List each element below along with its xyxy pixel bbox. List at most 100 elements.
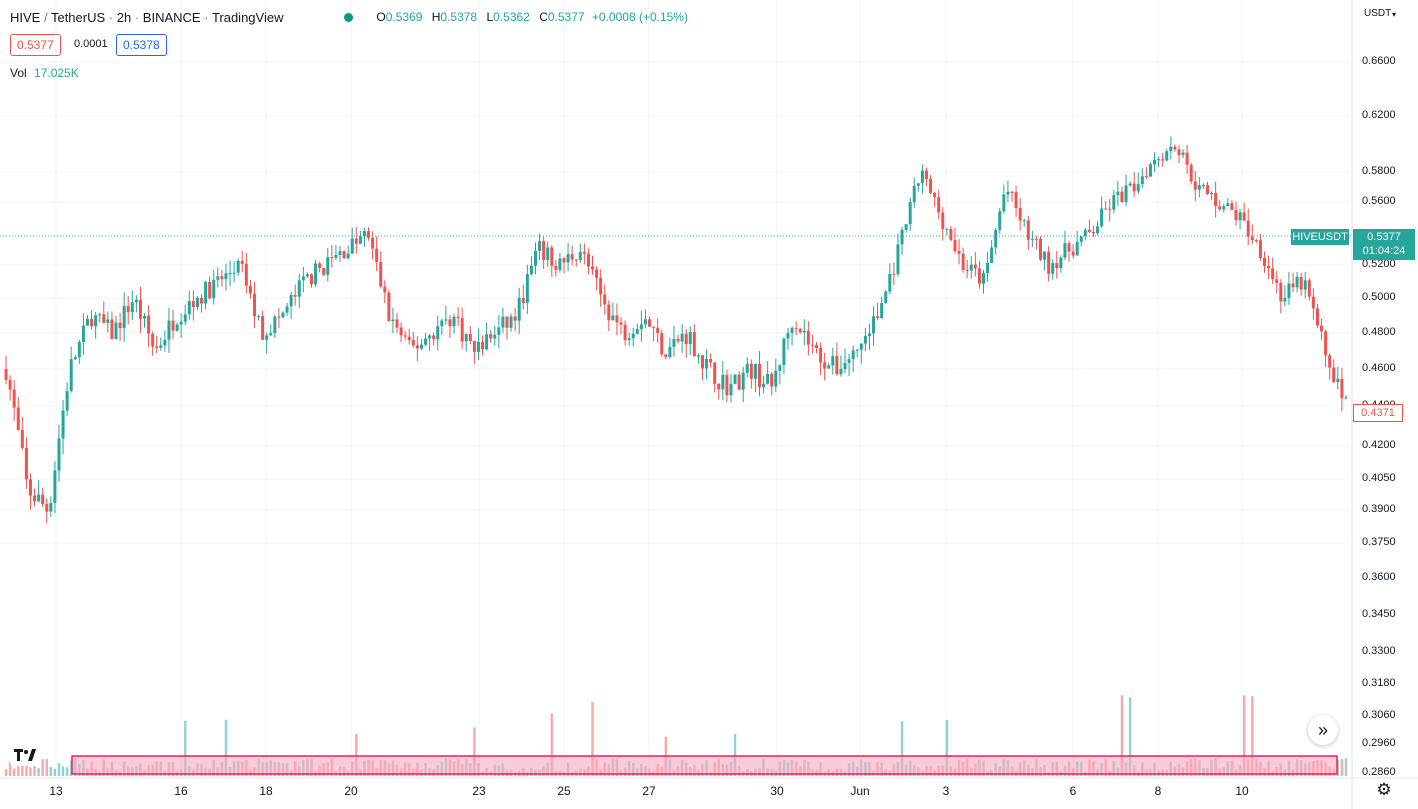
candle-body [831, 356, 835, 366]
candle-body [501, 316, 505, 328]
candle-body [94, 315, 98, 327]
candle-body [1307, 280, 1311, 297]
current-price: 0.5377 [1367, 231, 1401, 243]
candle-body [45, 504, 49, 512]
tradingview-logo-icon[interactable] [10, 744, 40, 766]
candle-body [285, 306, 289, 313]
price-tick: 0.3600 [1362, 571, 1396, 583]
candle-body [847, 359, 851, 363]
candle-body [684, 333, 688, 345]
candle-body [350, 238, 354, 254]
time-tick: 13 [49, 784, 63, 798]
highlight-range [71, 755, 1338, 775]
candle-body [656, 327, 660, 334]
candle-body [538, 241, 542, 251]
candle-body [916, 183, 920, 186]
candle-body [1034, 238, 1038, 240]
candle-body [1299, 276, 1303, 290]
candle-body [293, 294, 297, 297]
candle-body [1328, 355, 1332, 368]
candle-body [1258, 240, 1262, 259]
volume-bar [473, 727, 476, 776]
candle-body [908, 202, 912, 225]
candle-body [1096, 226, 1100, 234]
candle-body [171, 320, 175, 331]
candle-body [1315, 308, 1319, 326]
time-tick: 3 [942, 784, 950, 798]
candle-body [904, 224, 908, 230]
chevron-down-icon[interactable]: ▾ [1392, 10, 1397, 19]
candle-body [354, 238, 358, 244]
candle-body [990, 247, 994, 263]
candle-body [937, 197, 941, 213]
candle-body [798, 328, 802, 333]
candle-body [301, 276, 305, 281]
market-status-icon[interactable] [344, 13, 353, 22]
price-tick: 0.3750 [1362, 536, 1396, 548]
candle-body [1291, 283, 1295, 288]
candle-body [468, 334, 472, 341]
candle-body [855, 349, 859, 351]
candle-body [391, 319, 395, 322]
price-tick: 0.6600 [1362, 55, 1396, 67]
candle-body [1222, 206, 1226, 210]
candle-body [1116, 191, 1120, 195]
volume-bar [25, 759, 28, 776]
candle-body [835, 356, 839, 375]
candle-body [208, 281, 212, 299]
candle-body [289, 294, 293, 307]
candle-body [118, 322, 122, 329]
candle-body [1201, 185, 1205, 187]
candle-body [411, 340, 415, 346]
candle-body [867, 333, 871, 337]
candle-body [481, 341, 485, 350]
candle-body [876, 316, 880, 319]
volume-bar [61, 766, 65, 776]
candle-body [163, 339, 167, 346]
candle-body [733, 374, 737, 384]
currency-label[interactable]: USDT [1364, 8, 1392, 19]
candle-body [1039, 238, 1043, 260]
candle-body [49, 502, 53, 512]
candle-body [819, 347, 823, 363]
candle-body [322, 268, 326, 275]
candle-body [1193, 181, 1197, 190]
price-tick: 0.3900 [1362, 503, 1396, 515]
candle-body [232, 272, 236, 274]
candle-body [460, 317, 464, 342]
candle-body [155, 346, 159, 348]
candle-body [790, 328, 794, 333]
candle-body [106, 319, 110, 324]
candle-body [1132, 183, 1136, 192]
volume-bar [355, 733, 358, 776]
buy-button[interactable]: 0.5378 [116, 34, 167, 56]
bar-countdown: 01:04:24 [1362, 245, 1406, 257]
scroll-to-realtime-button[interactable]: » [1308, 715, 1338, 745]
candle-body [102, 314, 106, 324]
candle-body [236, 260, 240, 273]
candle-body [1165, 151, 1169, 161]
candle-body [839, 369, 843, 375]
candle-body [961, 253, 965, 270]
gear-icon[interactable]: ⚙ [1376, 780, 1392, 799]
candle-body [493, 334, 497, 339]
candle-body [297, 280, 301, 297]
candle-body [309, 274, 313, 285]
volume-legend[interactable]: Vol 17.025K [10, 66, 79, 80]
candle-body [1091, 231, 1095, 234]
volume-bar [1344, 758, 1348, 776]
price-tick: 0.5800 [1362, 165, 1396, 177]
candle-body [362, 231, 366, 237]
candle-body [981, 272, 985, 284]
candle-body [586, 253, 590, 267]
symbol-legend[interactable]: HIVE / TetherUS · 2h · BINANCE · Trading… [10, 10, 284, 25]
volume-bar [184, 720, 187, 776]
candle-body [1197, 185, 1201, 190]
sell-button[interactable]: 0.5377 [10, 34, 61, 56]
candle-body [81, 325, 85, 343]
candle-body [371, 237, 375, 249]
candle-body [1324, 331, 1328, 356]
candle-body [1010, 191, 1014, 193]
time-tick: 6 [1069, 784, 1077, 798]
